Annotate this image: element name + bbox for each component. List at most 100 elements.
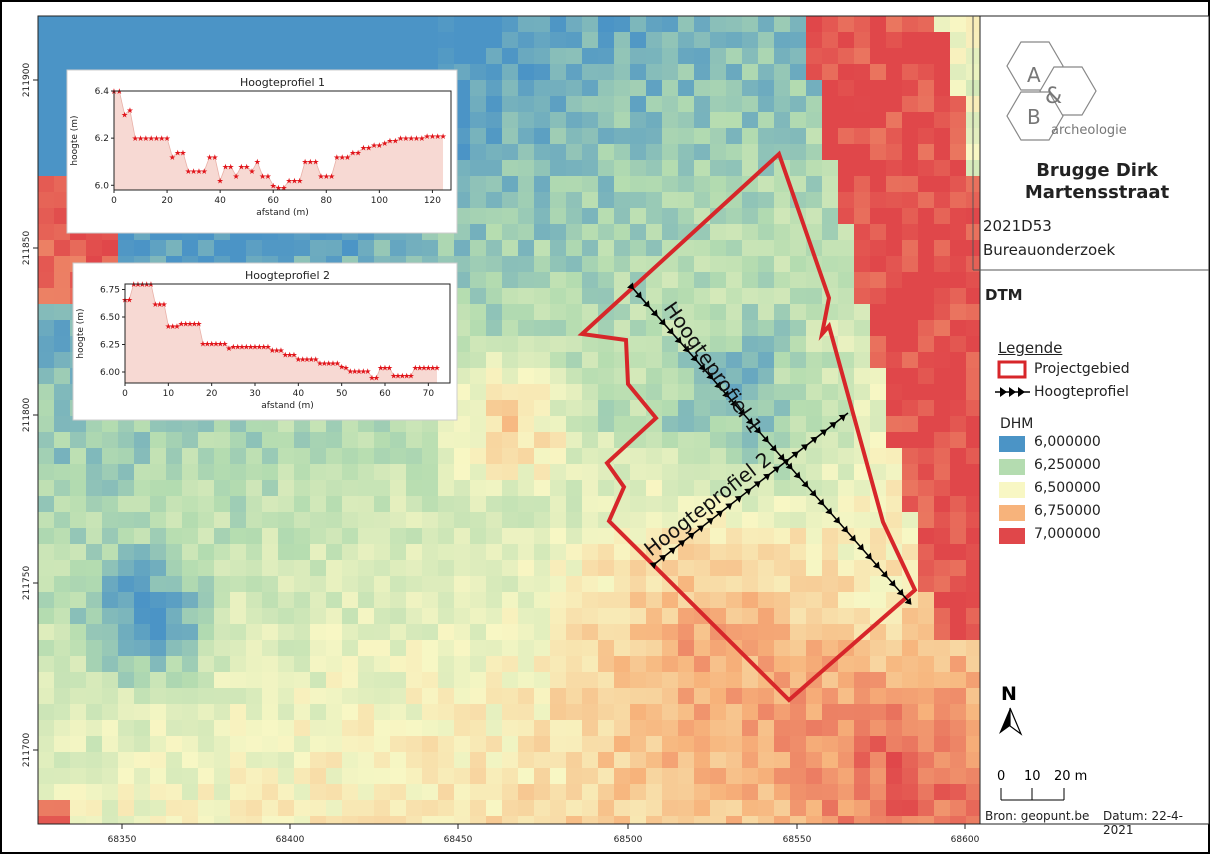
raster-cell <box>822 752 838 768</box>
raster-cell <box>502 720 518 736</box>
raster-cell <box>854 288 870 304</box>
raster-cell <box>326 240 342 256</box>
raster-cell <box>902 64 918 80</box>
raster-cell <box>566 352 582 368</box>
raster-cell <box>214 432 230 448</box>
raster-cell <box>470 192 486 208</box>
raster-cell <box>230 560 246 576</box>
raster-cell <box>566 208 582 224</box>
raster-cell <box>358 48 374 64</box>
raster-cell <box>566 192 582 208</box>
raster-cell <box>566 96 582 112</box>
raster-cell <box>118 576 134 592</box>
raster-cell <box>422 688 438 704</box>
raster-cell <box>518 448 534 464</box>
raster-cell <box>150 432 166 448</box>
raster-cell <box>758 32 774 48</box>
raster-cell <box>806 80 822 96</box>
raster-cell <box>86 512 102 528</box>
raster-cell <box>630 496 646 512</box>
raster-cell <box>198 704 214 720</box>
raster-cell <box>38 768 54 784</box>
raster-cell <box>806 128 822 144</box>
raster-cell <box>566 384 582 400</box>
raster-cell <box>310 240 326 256</box>
raster-cell <box>310 32 326 48</box>
raster-cell <box>870 752 886 768</box>
raster-cell <box>374 624 390 640</box>
raster-cell <box>294 512 310 528</box>
raster-cell <box>950 224 966 240</box>
raster-cell <box>694 768 710 784</box>
raster-cell <box>822 528 838 544</box>
raster-cell <box>758 16 774 32</box>
raster-cell <box>758 96 774 112</box>
raster-cell <box>678 80 694 96</box>
raster-cell <box>838 16 854 32</box>
raster-cell <box>742 496 758 512</box>
raster-cell <box>646 384 662 400</box>
raster-cell <box>54 624 70 640</box>
raster-cell <box>918 96 934 112</box>
raster-cell <box>918 352 934 368</box>
raster-cell <box>838 176 854 192</box>
chart-x-tick: 30 <box>249 389 261 399</box>
raster-cell <box>70 16 86 32</box>
raster-cell <box>534 480 550 496</box>
raster-cell <box>38 656 54 672</box>
raster-cell <box>38 480 54 496</box>
raster-cell <box>630 320 646 336</box>
raster-cell <box>518 208 534 224</box>
raster-cell <box>358 480 374 496</box>
raster-cell <box>534 512 550 528</box>
raster-cell <box>758 304 774 320</box>
raster-cell <box>358 784 374 800</box>
chart-title: Hoogteprofiel 1 <box>240 76 325 89</box>
raster-cell <box>166 800 182 816</box>
raster-cell <box>822 192 838 208</box>
raster-cell <box>326 512 342 528</box>
raster-cell <box>726 656 742 672</box>
raster-cell <box>358 736 374 752</box>
raster-cell <box>886 192 902 208</box>
raster-cell <box>54 272 70 288</box>
raster-cell <box>678 736 694 752</box>
raster-cell <box>454 704 470 720</box>
raster-cell <box>790 32 806 48</box>
raster-cell <box>406 800 422 816</box>
chart-point: ★ <box>217 177 224 186</box>
raster-cell <box>886 288 902 304</box>
raster-cell <box>870 736 886 752</box>
raster-cell <box>246 448 262 464</box>
raster-cell <box>342 496 358 512</box>
raster-cell <box>838 736 854 752</box>
raster-cell <box>182 800 198 816</box>
raster-cell <box>774 384 790 400</box>
raster-cell <box>134 496 150 512</box>
raster-cell <box>934 32 950 48</box>
raster-cell <box>54 48 70 64</box>
raster-cell <box>790 736 806 752</box>
raster-cell <box>134 560 150 576</box>
raster-cell <box>598 368 614 384</box>
raster-cell <box>470 592 486 608</box>
raster-cell <box>310 800 326 816</box>
raster-cell <box>86 640 102 656</box>
raster-cell <box>374 240 390 256</box>
raster-cell <box>486 800 502 816</box>
raster-cell <box>342 464 358 480</box>
raster-cell <box>726 544 742 560</box>
raster-cell <box>118 432 134 448</box>
raster-cell <box>662 80 678 96</box>
raster-cell <box>774 256 790 272</box>
raster-cell <box>646 240 662 256</box>
raster-cell <box>918 144 934 160</box>
logo-subtitle: archeologie <box>1051 123 1127 138</box>
raster-cell <box>118 480 134 496</box>
raster-cell <box>742 800 758 816</box>
raster-cell <box>294 480 310 496</box>
raster-cell <box>470 576 486 592</box>
raster-cell <box>678 96 694 112</box>
raster-cell <box>902 192 918 208</box>
raster-cell <box>662 224 678 240</box>
